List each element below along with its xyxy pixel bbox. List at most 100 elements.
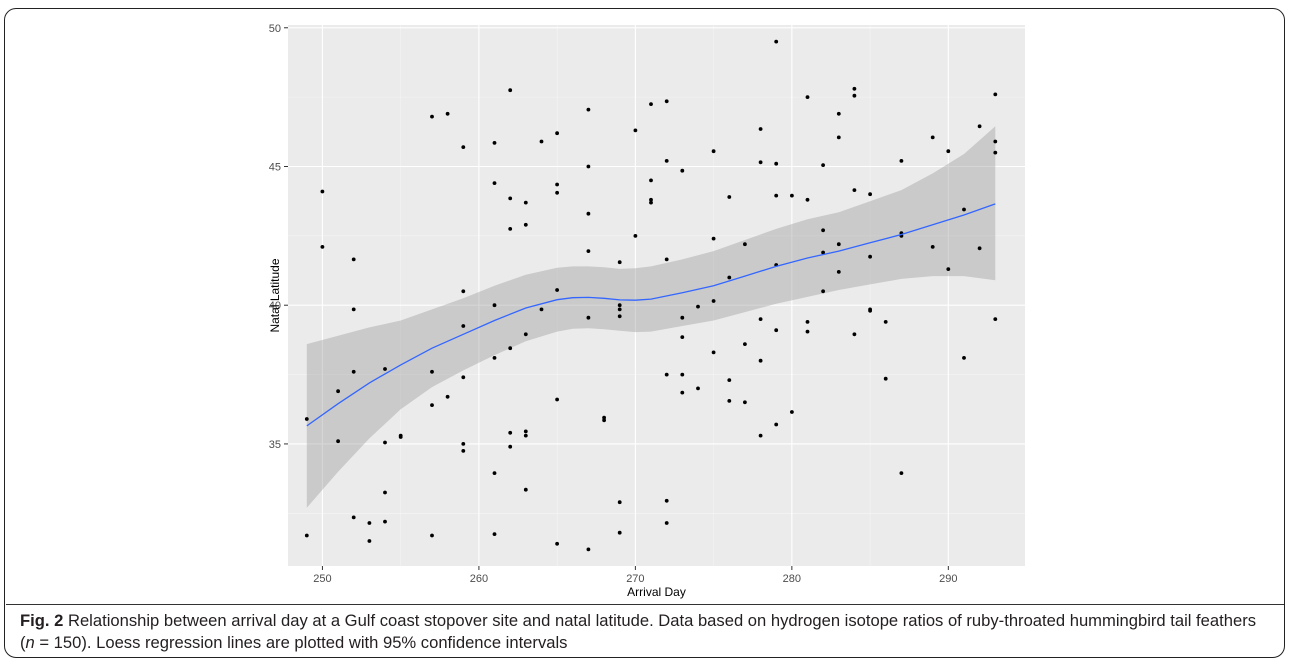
data-point [555, 541, 559, 546]
data-point [617, 530, 622, 535]
data-point [586, 315, 591, 320]
data-point [977, 246, 982, 251]
data-point [508, 346, 513, 351]
data-point [336, 389, 340, 394]
data-point [508, 88, 513, 93]
x-tick-label: 280 [783, 573, 801, 585]
data-point [868, 308, 872, 313]
data-point [523, 487, 528, 492]
data-point [836, 135, 841, 140]
data-point [351, 369, 356, 374]
data-point [711, 299, 716, 303]
data-point [836, 270, 841, 274]
data-point [852, 93, 857, 98]
y-tick-label: 40 [269, 300, 281, 312]
data-point [555, 131, 559, 136]
data-point [383, 367, 387, 371]
data-point [508, 196, 513, 201]
figure-label: Fig. 2 [20, 611, 64, 630]
data-point [805, 329, 810, 334]
data-point [836, 111, 841, 116]
data-point [586, 249, 591, 254]
data-point [523, 433, 528, 438]
data-point [774, 328, 779, 333]
data-point [774, 193, 779, 198]
data-point [805, 320, 810, 324]
data-point [523, 332, 528, 337]
data-point [492, 141, 497, 145]
data-point [727, 399, 732, 403]
data-point [993, 92, 998, 97]
data-point [758, 358, 763, 363]
data-point [602, 415, 606, 420]
data-point [492, 356, 497, 360]
data-point [821, 289, 825, 294]
data-point [508, 227, 513, 231]
data-point [852, 332, 857, 337]
data-point [492, 181, 497, 186]
y-tick-label: 45 [269, 161, 281, 173]
data-point [868, 192, 872, 197]
data-point [555, 190, 559, 195]
data-point [508, 430, 513, 435]
caption-n-symbol: n [25, 633, 35, 652]
data-point [492, 303, 497, 308]
data-point [523, 200, 528, 205]
data-point [664, 521, 669, 525]
data-point [351, 515, 356, 520]
data-point [649, 178, 653, 183]
data-point [461, 442, 466, 446]
data-point [492, 532, 497, 536]
data-point [743, 400, 747, 405]
data-point [680, 335, 685, 339]
data-point [320, 245, 325, 249]
data-point [633, 128, 638, 133]
data-point [351, 307, 356, 312]
data-point [711, 149, 716, 154]
scatter-plot: 250 260 270 280 290 35 40 45 50 Arrival Day Nat… [268, 23, 1025, 599]
data-point [868, 254, 872, 259]
data-point [758, 160, 763, 165]
data-point [320, 189, 325, 194]
x-tick-label: 270 [626, 573, 644, 585]
data-point [696, 386, 700, 391]
data-point [758, 433, 763, 438]
data-point [946, 149, 951, 154]
data-point [523, 222, 528, 227]
data-point [664, 99, 669, 104]
data-point [758, 127, 763, 131]
data-point [383, 440, 387, 445]
data-point [523, 429, 528, 434]
data-point [430, 403, 434, 407]
data-point [445, 394, 450, 399]
data-point [383, 490, 387, 495]
data-point [727, 378, 732, 382]
data-point [711, 350, 716, 355]
x-axis: 250 260 270 280 290 [313, 566, 958, 585]
data-point [821, 250, 825, 255]
data-point [555, 182, 559, 187]
data-point [727, 275, 732, 280]
data-point [774, 39, 779, 44]
data-point [852, 86, 857, 91]
data-point [930, 135, 935, 140]
y-axis-title: Natal Latitude [268, 258, 282, 332]
data-point [586, 547, 591, 552]
data-point [962, 207, 966, 212]
data-point [883, 320, 888, 324]
data-point [586, 211, 591, 216]
data-point [461, 289, 466, 294]
y-axis: 35 40 45 50 [269, 23, 288, 451]
data-point [805, 95, 810, 99]
data-point [445, 111, 450, 116]
data-point [367, 521, 372, 525]
data-point [617, 307, 622, 312]
data-point [899, 159, 904, 163]
data-point [617, 314, 622, 319]
data-point [617, 303, 622, 308]
data-point [946, 267, 951, 271]
data-point [743, 342, 747, 346]
data-point [430, 533, 434, 538]
data-point [633, 234, 638, 238]
data-point [430, 369, 434, 374]
